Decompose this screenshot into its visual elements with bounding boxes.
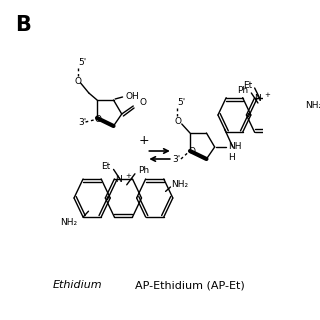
- Text: OH: OH: [125, 92, 139, 100]
- Text: O: O: [94, 115, 101, 124]
- Text: 5': 5': [78, 58, 86, 67]
- Text: AP-Ethidium (AP-Et): AP-Ethidium (AP-Et): [135, 280, 244, 290]
- Text: B: B: [15, 15, 31, 35]
- Text: 3': 3': [78, 117, 86, 126]
- Text: Ethidium: Ethidium: [53, 280, 102, 290]
- Text: O: O: [140, 98, 147, 107]
- Text: 3': 3': [173, 155, 181, 164]
- Text: H: H: [228, 153, 235, 162]
- Text: Ph: Ph: [138, 166, 149, 175]
- Text: NH₂: NH₂: [305, 100, 320, 109]
- Text: NH₂: NH₂: [171, 180, 188, 189]
- Text: Et: Et: [243, 81, 252, 90]
- Text: +: +: [139, 133, 149, 147]
- Text: +: +: [125, 173, 131, 179]
- Text: O: O: [188, 147, 195, 156]
- Text: O: O: [75, 76, 82, 85]
- Text: NH₂: NH₂: [60, 218, 78, 227]
- Text: N: N: [115, 175, 122, 184]
- Text: +: +: [265, 92, 270, 98]
- Text: NH: NH: [228, 141, 241, 150]
- Text: O: O: [175, 116, 182, 125]
- Text: Ph: Ph: [237, 85, 248, 94]
- Text: Et: Et: [101, 162, 110, 171]
- Polygon shape: [97, 117, 114, 126]
- Text: 5': 5': [177, 98, 185, 107]
- Text: N: N: [254, 93, 261, 102]
